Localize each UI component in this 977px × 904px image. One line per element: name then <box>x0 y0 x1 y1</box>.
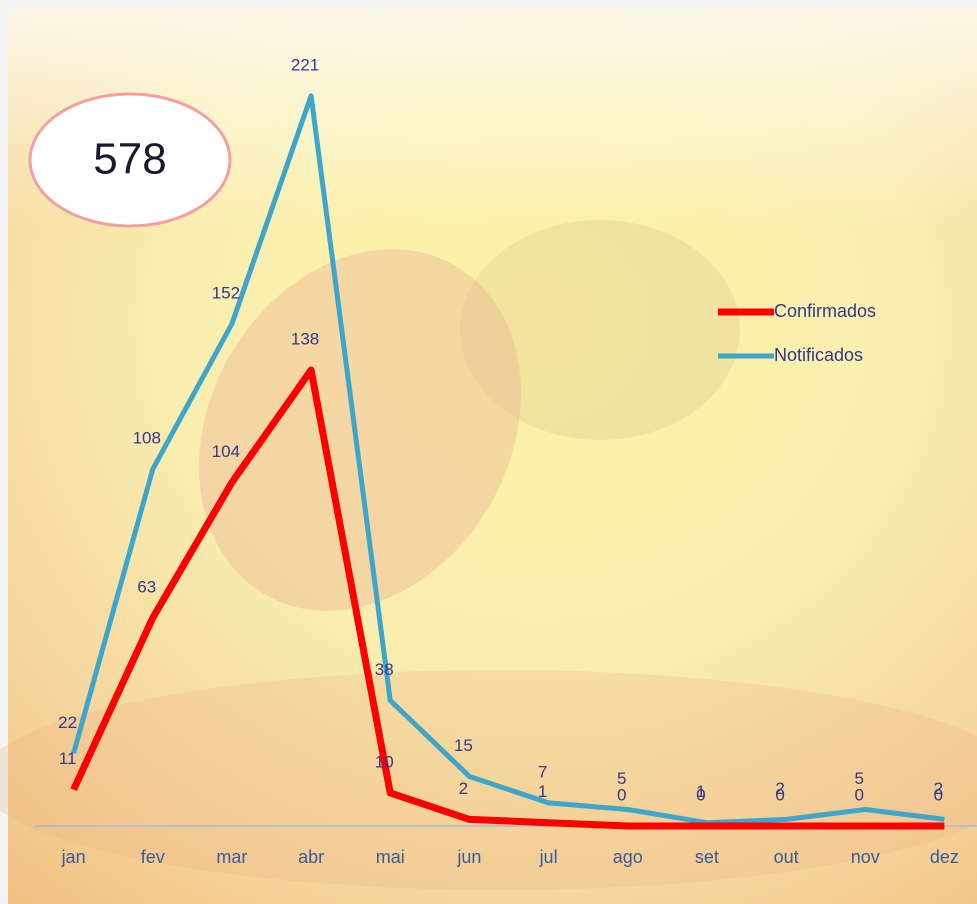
data-label: 11 <box>59 749 77 768</box>
x-tick-label: nov <box>851 847 880 867</box>
x-tick-label: dez <box>930 847 959 867</box>
data-label: 0 <box>855 785 864 804</box>
data-label: 1 <box>538 782 547 801</box>
data-label: 104 <box>212 442 240 461</box>
data-label: 0 <box>934 785 943 804</box>
x-tick-label: jan <box>61 847 86 867</box>
data-label: 5 <box>617 769 626 788</box>
data-label: 152 <box>212 283 240 302</box>
data-label: 0 <box>696 785 705 804</box>
data-label: 10 <box>375 752 394 771</box>
background-shape <box>0 670 977 890</box>
total-value: 578 <box>93 135 166 184</box>
legend-label: Notificados <box>774 345 863 365</box>
total-badge <box>28 92 232 228</box>
data-label: 108 <box>133 429 161 448</box>
series-line <box>70 366 945 830</box>
x-tick-label: set <box>695 847 719 867</box>
data-label: 221 <box>291 55 319 74</box>
data-label: 0 <box>775 785 784 804</box>
data-label: 38 <box>375 660 394 679</box>
data-label: 2 <box>459 779 468 798</box>
x-tick-label: jun <box>456 847 481 867</box>
x-tick-label: mar <box>216 847 247 867</box>
data-label: 1 <box>696 782 705 801</box>
x-tick-label: jul <box>539 847 558 867</box>
x-tick-label: mai <box>376 847 405 867</box>
data-label: 63 <box>137 577 156 596</box>
data-label: 5 <box>855 769 864 788</box>
series-line <box>71 93 945 826</box>
data-label: 0 <box>617 785 626 804</box>
x-tick-label: out <box>774 847 799 867</box>
background-shape <box>199 249 521 611</box>
legend-label: Confirmados <box>774 301 876 321</box>
x-tick-label: fev <box>141 847 165 867</box>
data-label: 138 <box>291 330 319 349</box>
data-label: 2 <box>934 779 943 798</box>
background-shape <box>460 220 740 440</box>
x-tick-label: abr <box>298 847 324 867</box>
data-label: 2 <box>775 779 784 798</box>
data-label: 7 <box>538 762 547 781</box>
data-label: 22 <box>58 713 77 732</box>
x-tick-label: ago <box>613 847 643 867</box>
data-label: 15 <box>454 736 473 755</box>
